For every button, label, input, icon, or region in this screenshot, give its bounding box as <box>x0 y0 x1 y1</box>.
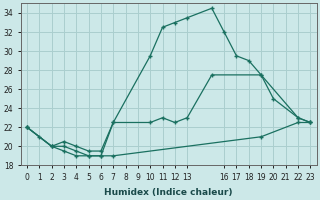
X-axis label: Humidex (Indice chaleur): Humidex (Indice chaleur) <box>104 188 233 197</box>
